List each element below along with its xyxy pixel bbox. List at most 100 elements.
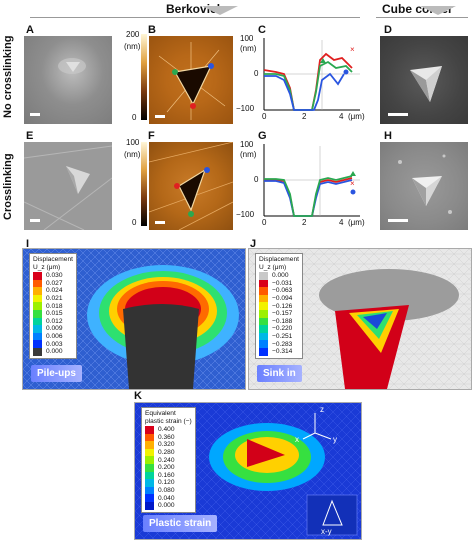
panel-i-legend-swatch	[33, 272, 42, 280]
panel-j-legend-swatch	[259, 302, 268, 310]
panel-label-f: F	[148, 130, 155, 142]
panel-j-legend-value: −0.126	[272, 302, 293, 310]
colorbar-bottom-f: 0	[132, 218, 137, 227]
panel-i-legend-value: 0.015	[46, 310, 63, 318]
profile-plot-c: ×	[263, 38, 360, 111]
panel-k-legend-swatch	[145, 456, 154, 464]
panel-j-legend-row: −0.251	[259, 332, 299, 341]
c-ytick-minus100: −100	[236, 104, 255, 113]
badge-pile-ups: Pile-ups	[31, 365, 82, 382]
panel-j-legend-row: 0.000	[259, 272, 299, 280]
g-ytick-0: 0	[254, 175, 259, 184]
g-ytick-100: 100	[240, 140, 254, 149]
panel-j-legend-row: −0.220	[259, 325, 299, 333]
sem-image-e	[24, 142, 112, 230]
panel-j-legend-swatch	[259, 272, 268, 280]
axis-plane-label: x-y	[321, 527, 332, 536]
panel-i-legend-value: 0.003	[46, 340, 63, 348]
indent-mark-a	[58, 58, 86, 74]
panel-label-b: B	[148, 24, 156, 36]
c-xtick-0: 0	[262, 112, 267, 121]
legend-title-i-1: Displacement	[33, 256, 73, 263]
panel-label-a: A	[26, 24, 34, 36]
badge-plastic-strain: Plastic strain	[143, 515, 218, 532]
panel-label-g: G	[258, 130, 267, 142]
panel-label-e: E	[26, 130, 34, 142]
panel-i-legend-swatch	[33, 332, 42, 341]
panel-k-legend-row: 0.200	[145, 463, 192, 472]
panel-i-legend-row: 0.024	[33, 287, 73, 295]
panel-i-legend-swatch	[33, 317, 42, 326]
g-xtick-4: 4	[339, 218, 344, 227]
legend-plastic-strain-k: Equivalent plastic strain (−) 0.400 0.360…	[141, 407, 196, 513]
c-ytick-0: 0	[254, 69, 259, 78]
sem-image-h	[380, 142, 468, 230]
panel-k-legend-value: 0.160	[158, 471, 175, 479]
panel-j-legend-row: −0.063	[259, 287, 299, 295]
panel-j-legend-value: −0.157	[272, 310, 293, 318]
panel-i-legend-value: 0.027	[46, 279, 63, 287]
fem-simulation-k: Equivalent plastic strain (−) 0.400 0.360…	[134, 402, 362, 540]
berkovich-rule	[30, 17, 360, 18]
panel-label-c: C	[258, 24, 266, 36]
panel-j-legend-swatch	[259, 347, 268, 356]
legend-title-i-2: U_z (μm)	[33, 264, 61, 271]
row-label-no-crosslinking: No crosslinking	[2, 35, 14, 118]
panel-k-legend-row: 0.040	[145, 494, 192, 502]
g-ytick-minus100: −100	[236, 210, 255, 219]
legend-title-k-2: plastic strain (−)	[145, 418, 192, 425]
panel-k-legend-swatch	[145, 471, 154, 480]
panel-i-legend-swatch	[33, 347, 42, 356]
panel-k-legend-row: 0.160	[145, 471, 192, 480]
panel-k-legend-row: 0.240	[145, 456, 192, 464]
scale-bar-f	[155, 221, 165, 224]
scale-bar-a	[30, 113, 40, 116]
axis-x-label: x	[295, 435, 299, 444]
panel-i-legend-swatch	[33, 294, 42, 303]
panel-j-legend-value: −0.283	[272, 340, 293, 348]
scale-bar-d	[388, 113, 408, 116]
panel-j-legend-value: −0.063	[272, 287, 293, 295]
panel-i-legend-row: 0.012	[33, 317, 73, 326]
panel-i-legend-swatch	[33, 340, 42, 348]
panel-i-legend-value: 0.009	[46, 325, 63, 333]
panel-k-legend-row: 0.400	[145, 426, 192, 434]
panel-label-k: K	[134, 390, 142, 402]
panel-k-legend-swatch	[145, 441, 154, 449]
g-xunit: (μm)	[348, 218, 365, 227]
panel-j-legend-value: −0.251	[272, 333, 293, 341]
axis-y-label: y	[333, 435, 337, 444]
panel-j-legend-swatch	[259, 287, 268, 295]
panel-j-legend-swatch	[259, 309, 268, 318]
panel-j-legend-row: −0.126	[259, 302, 299, 310]
legend-title-k-1: Equivalent	[145, 410, 176, 417]
panel-j-legend-value: −0.220	[272, 325, 293, 333]
legend-title-j-1: Displacement	[259, 256, 299, 263]
panel-i-legend-row: 0.030	[33, 272, 73, 280]
panel-k-legend-swatch	[145, 494, 154, 502]
row-label-crosslinking: Crosslinking	[2, 153, 14, 220]
scale-bar-h	[388, 219, 408, 222]
cube-corner-indent-d	[410, 66, 442, 102]
panel-i-legend-value: 0.006	[46, 333, 63, 341]
panel-k-legend-value: 0.000	[158, 502, 175, 510]
afm-indent-b	[158, 42, 226, 120]
panel-i-legend-row: 0.018	[33, 302, 73, 310]
c-xunit: (μm)	[348, 112, 365, 121]
panel-k-legend-value: 0.320	[158, 441, 175, 449]
g-yunit: (nm)	[240, 150, 257, 159]
g-xtick-2: 2	[302, 218, 307, 227]
panel-j-legend-value: −0.188	[272, 317, 293, 325]
afm-image-f	[149, 142, 233, 230]
panel-k-legend-swatch	[145, 501, 154, 510]
panel-i-legend-row: 0.009	[33, 325, 73, 333]
panel-k-legend-swatch	[145, 433, 154, 442]
g-xtick-0: 0	[262, 218, 267, 227]
fem-simulation-i: Displacement U_z (μm) 0.030 0.027 0.024 0.0…	[22, 248, 246, 390]
panel-k-legend-value: 0.240	[158, 456, 175, 464]
cube-corner-indent-h	[398, 154, 452, 214]
panel-i-legend-row: 0.003	[33, 340, 73, 348]
sem-image-a	[24, 36, 112, 124]
panel-i-legend-value: 0.012	[46, 317, 63, 325]
panel-j-legend-value: −0.031	[272, 279, 293, 287]
